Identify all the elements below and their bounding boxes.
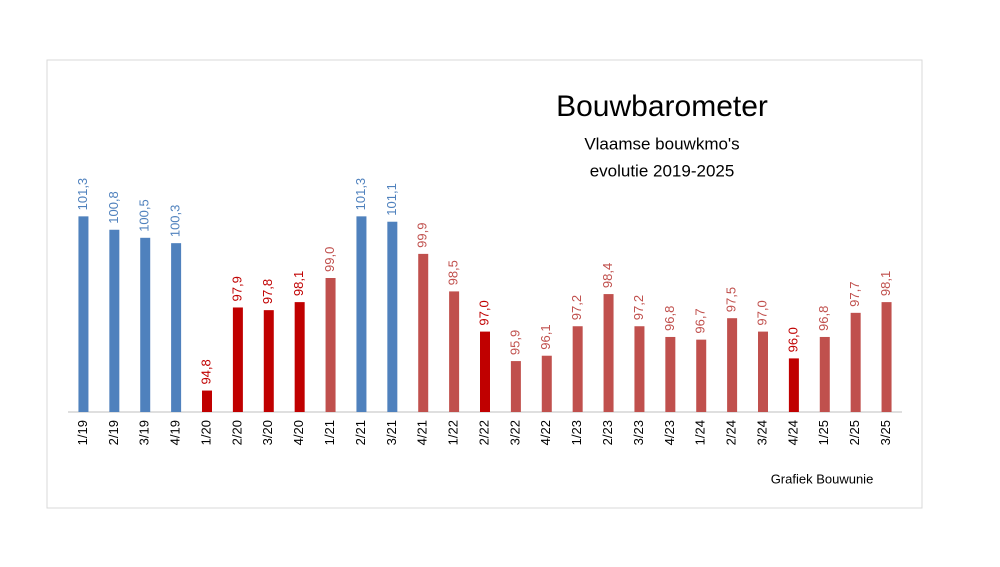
bar xyxy=(171,243,182,412)
x-tick-label: 4/19 xyxy=(168,420,183,445)
value-label: 95,9 xyxy=(507,330,522,355)
x-tick-label: 2/24 xyxy=(724,420,739,445)
value-label: 97,9 xyxy=(229,276,244,301)
bar xyxy=(603,294,614,412)
value-label: 97,8 xyxy=(260,279,275,304)
x-tick-label: 4/20 xyxy=(291,420,306,445)
value-label: 96,0 xyxy=(785,327,800,352)
chart-subtitle: Vlaamse bouwkmo's xyxy=(584,134,739,153)
x-tick-label: 2/23 xyxy=(600,420,615,445)
bar xyxy=(634,326,645,412)
bar xyxy=(758,331,768,412)
value-label: 100,5 xyxy=(137,199,152,232)
x-tick-label: 3/21 xyxy=(384,420,399,445)
bar xyxy=(263,310,274,412)
value-label: 97,2 xyxy=(569,295,584,320)
chart-title: Bouwbarometer xyxy=(556,90,768,123)
value-label: 96,1 xyxy=(538,324,553,349)
value-label: 100,3 xyxy=(168,205,183,238)
value-label: 97,0 xyxy=(754,300,769,325)
bar xyxy=(294,302,305,412)
bar xyxy=(541,355,552,412)
value-label: 96,8 xyxy=(816,306,831,331)
source-note: Grafiek Bouwunie xyxy=(771,471,874,486)
x-tick-label: 1/19 xyxy=(75,420,90,445)
x-tick-label: 3/24 xyxy=(754,420,769,445)
bar xyxy=(232,307,243,412)
bar xyxy=(140,237,151,412)
bar xyxy=(788,358,799,412)
value-label: 98,5 xyxy=(446,260,461,285)
x-tick-label: 4/23 xyxy=(662,420,677,445)
bar xyxy=(78,216,89,412)
x-tick-label: 3/23 xyxy=(631,420,646,445)
x-tick-label: 3/19 xyxy=(137,420,152,445)
x-tick-label: 2/19 xyxy=(106,420,121,445)
bar xyxy=(510,361,521,412)
value-label: 99,0 xyxy=(322,247,337,272)
bar xyxy=(109,229,120,412)
bar xyxy=(202,390,212,412)
value-label: 96,7 xyxy=(693,308,708,333)
x-tick-label: 2/20 xyxy=(229,420,244,445)
bar xyxy=(480,331,490,412)
bar xyxy=(356,216,367,412)
x-tick-label: 3/25 xyxy=(878,420,893,445)
x-tick-label: 1/24 xyxy=(693,420,708,445)
x-tick-label: 4/22 xyxy=(538,420,553,445)
value-label: 98,4 xyxy=(600,263,615,288)
value-label: 97,7 xyxy=(847,282,862,307)
value-label: 97,2 xyxy=(631,295,646,320)
value-label: 96,8 xyxy=(662,306,677,331)
bar xyxy=(418,253,429,412)
x-tick-label: 1/25 xyxy=(816,420,831,445)
x-tick-label: 2/22 xyxy=(476,420,491,445)
x-tick-label: 3/22 xyxy=(507,420,522,445)
value-label: 101,3 xyxy=(353,178,368,211)
bar xyxy=(727,318,738,412)
bar xyxy=(696,339,707,412)
bar xyxy=(881,302,892,412)
value-label: 100,8 xyxy=(106,191,121,224)
x-tick-label: 1/21 xyxy=(322,420,337,445)
bar xyxy=(449,291,460,412)
chart-subtitle: evolutie 2019-2025 xyxy=(590,161,735,180)
bar xyxy=(665,336,676,412)
x-tick-label: 4/21 xyxy=(415,420,430,445)
value-label: 98,1 xyxy=(878,271,893,296)
value-label: 98,1 xyxy=(291,271,306,296)
value-label: 101,3 xyxy=(75,178,90,211)
bar xyxy=(850,312,861,412)
x-tick-label: 2/25 xyxy=(847,420,862,445)
x-tick-label: 1/23 xyxy=(569,420,584,445)
x-tick-label: 4/24 xyxy=(785,420,800,445)
bar xyxy=(325,278,336,412)
x-tick-label: 1/22 xyxy=(446,420,461,445)
value-label: 97,0 xyxy=(476,300,491,325)
bar xyxy=(387,221,398,412)
bar xyxy=(572,326,583,412)
x-tick-label: 2/21 xyxy=(353,420,368,445)
x-tick-label: 3/20 xyxy=(260,420,275,445)
bar xyxy=(819,336,830,412)
value-label: 99,9 xyxy=(415,223,430,248)
value-label: 94,8 xyxy=(198,359,213,384)
value-label: 101,1 xyxy=(384,183,399,216)
x-tick-label: 1/20 xyxy=(198,420,213,445)
chart-frame xyxy=(46,59,923,509)
value-label: 97,5 xyxy=(724,287,739,312)
